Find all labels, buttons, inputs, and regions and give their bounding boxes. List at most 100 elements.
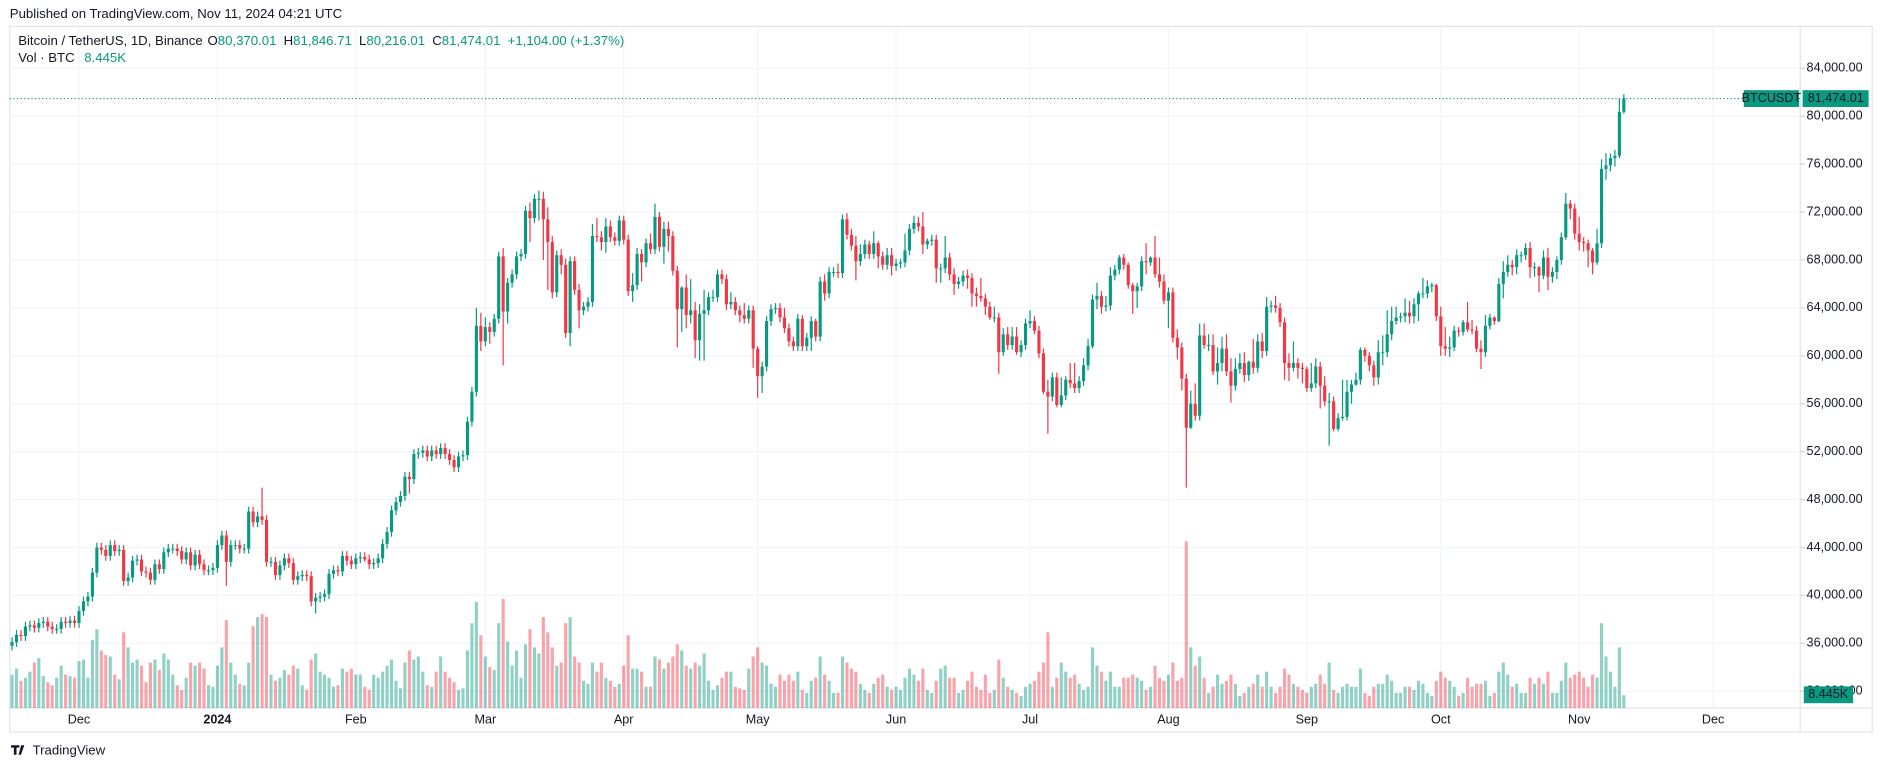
candle-body	[1443, 346, 1447, 349]
volume-bar	[1265, 671, 1269, 708]
volume-bar	[907, 668, 912, 708]
volume-bar	[443, 671, 447, 708]
volume-bar	[184, 677, 188, 708]
volume-bar	[242, 685, 246, 708]
candle-body	[162, 552, 166, 570]
volume-bar	[680, 650, 684, 708]
volume-bar	[974, 686, 979, 708]
volume-bar	[64, 674, 68, 708]
candle-body	[733, 301, 737, 311]
volume-bar	[1474, 683, 1479, 708]
volume-bar	[1466, 677, 1470, 708]
volume-bar	[1577, 671, 1581, 708]
volume-bar	[1215, 674, 1220, 708]
volume-bar	[541, 617, 545, 708]
volume-bar	[1613, 686, 1617, 708]
candle-body	[1068, 379, 1072, 384]
candle-body	[1474, 330, 1479, 349]
ohlc-key: H	[284, 33, 294, 48]
candle-body	[890, 255, 894, 266]
chart-frame	[9, 25, 1873, 733]
volume-bar	[885, 686, 889, 708]
candle-body	[300, 575, 304, 577]
volume-bar	[139, 665, 144, 708]
volume-bar	[1122, 677, 1126, 708]
volume-bar	[1394, 692, 1398, 708]
candle-body	[358, 557, 362, 559]
candle-body	[702, 310, 706, 314]
volume-bar	[595, 671, 599, 708]
volume-bar	[1023, 686, 1028, 708]
candle-body	[148, 572, 153, 580]
candle-body	[327, 573, 331, 595]
candle-body	[113, 545, 117, 552]
candle-body	[1059, 395, 1063, 405]
volume-bar	[635, 668, 639, 708]
candle-body	[934, 239, 938, 269]
volume-bar	[1586, 686, 1590, 708]
volume-bar	[1046, 632, 1050, 708]
volume-bar	[1354, 686, 1358, 708]
volume-bar	[1457, 695, 1461, 708]
volume-bar	[528, 629, 532, 708]
candle-body	[50, 626, 54, 629]
volume-bar	[1095, 665, 1099, 708]
candle-body	[760, 366, 764, 377]
candle-body	[1492, 317, 1496, 322]
volume-bar	[671, 656, 675, 708]
candle-body	[1416, 293, 1421, 305]
volume-bar	[291, 665, 295, 708]
candle-body	[1296, 363, 1300, 368]
volume-bar	[385, 665, 389, 708]
candle-body	[242, 548, 246, 550]
candle-body	[1224, 348, 1229, 372]
volume-bar	[702, 653, 706, 708]
candle-body	[470, 391, 474, 422]
volume-bar	[1207, 692, 1211, 708]
candle-body	[206, 570, 211, 572]
candle-body	[1050, 377, 1054, 397]
volume-bar	[1157, 677, 1162, 708]
candle-body	[831, 271, 836, 273]
candle-body	[367, 559, 371, 565]
candle-body	[452, 460, 456, 468]
candle-body	[215, 545, 219, 568]
legend: Bitcoin / TetherUS, 1D, Binance O80,370.0…	[18, 33, 624, 48]
volume-bar	[648, 686, 653, 708]
candle-body	[135, 559, 139, 561]
volume-bar	[1256, 674, 1260, 708]
volume-bar	[314, 653, 318, 708]
ohlc-key: O	[207, 33, 217, 48]
volume-bar	[876, 677, 880, 708]
candle-body	[1403, 312, 1407, 317]
volume-bar	[854, 671, 858, 708]
volume-bar	[483, 656, 487, 708]
volume-bar	[506, 641, 510, 708]
volume-bar	[510, 665, 514, 708]
volume-bar	[349, 668, 353, 708]
candle-body	[577, 289, 581, 311]
candle-body	[1260, 341, 1264, 352]
candle-body	[1524, 248, 1528, 256]
volume-bar	[331, 686, 336, 708]
candle-body	[1510, 264, 1514, 268]
volume-bar	[1309, 686, 1313, 708]
candle-body	[1470, 329, 1474, 331]
candle-body	[175, 548, 179, 552]
volume-bar	[260, 614, 264, 708]
candle-body	[1439, 316, 1443, 347]
volume-label: 8.445K	[1808, 687, 1849, 701]
candle-body	[28, 625, 32, 627]
y-tick-label: 80,000.00	[1807, 109, 1863, 123]
candle-body	[1166, 292, 1170, 301]
ohlc-value: 81,474.01	[442, 33, 501, 48]
volume-bar	[354, 674, 358, 708]
candle-body	[907, 228, 912, 251]
volume-bar	[805, 692, 809, 708]
candle-body	[1282, 322, 1287, 364]
candle-body	[666, 228, 670, 237]
candle-body	[1162, 281, 1166, 301]
candle-body	[184, 552, 188, 560]
volume-bar	[1448, 680, 1452, 708]
candle-body	[1202, 335, 1206, 346]
